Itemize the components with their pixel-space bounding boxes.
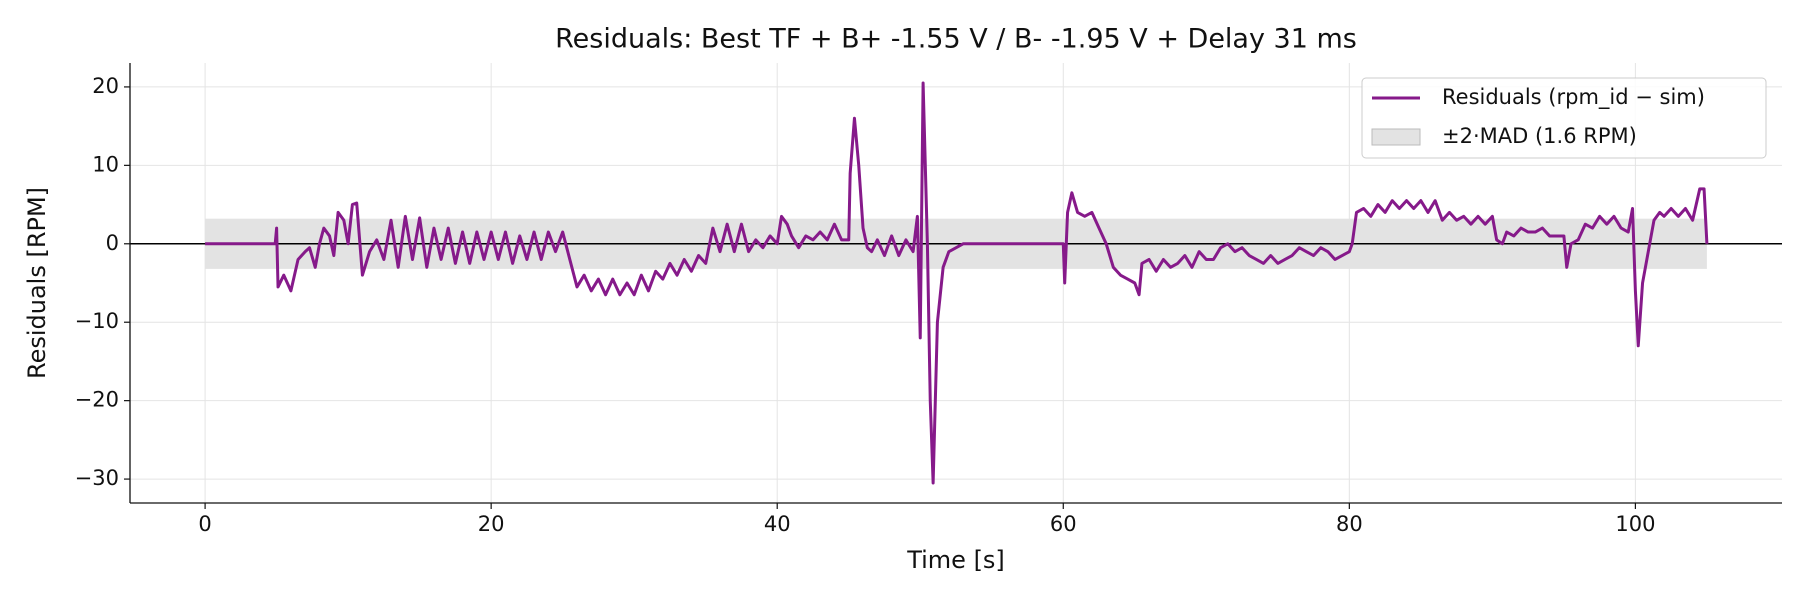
x-tick-label: 80 [1336,512,1363,536]
x-tick-label: 100 [1615,512,1655,536]
legend-band-swatch [1371,128,1421,146]
y-tick-label: 10 [92,152,119,176]
x-tick-label: 20 [478,512,505,536]
y-axis-label: Residuals [RPM] [23,187,51,379]
legend-label: ±2·MAD (1.6 RPM) [1442,124,1637,148]
y-tick-label: −10 [75,309,119,333]
x-tick-label: 0 [198,512,211,536]
y-tick-label: 0 [106,231,119,255]
chart-title: Residuals: Best TF + B+ -1.55 V / B- -1.… [555,24,1357,55]
x-tick-label: 60 [1050,512,1077,536]
x-tick-label: 40 [764,512,791,536]
y-tick-label: −30 [75,466,119,490]
y-tick-label: 20 [92,74,119,98]
legend-box [1361,77,1767,159]
y-tick-label: −20 [75,388,119,412]
residual-line [205,81,1709,485]
legend-label: Residuals (rpm_id − sim) [1442,85,1705,110]
x-axis-label: Time [s] [906,546,1005,574]
